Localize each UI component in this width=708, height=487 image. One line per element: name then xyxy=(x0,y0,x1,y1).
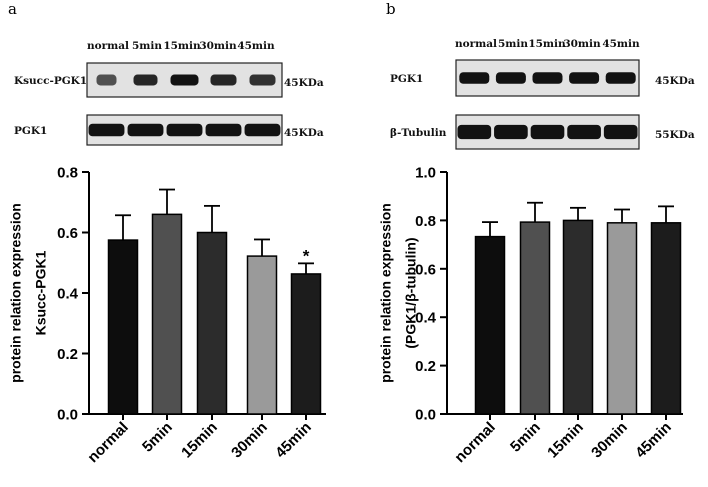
blot-band xyxy=(530,124,565,140)
blot-band xyxy=(532,72,563,84)
blot-lane-label: normal xyxy=(455,38,497,50)
y-tick-label: 0.2 xyxy=(415,358,436,375)
significance-star: * xyxy=(303,246,310,265)
blot-band xyxy=(459,72,490,84)
y-tick-label: 0.6 xyxy=(415,261,436,278)
blot-band xyxy=(127,123,164,137)
bar xyxy=(290,273,322,415)
y-axis-title-2: Ksucc-PGK1 xyxy=(33,250,49,335)
blot-lane-label: 15min xyxy=(528,38,566,50)
blot-band xyxy=(603,124,638,140)
blot-band xyxy=(88,123,125,137)
bar xyxy=(474,235,506,415)
x-tick-label: 5min xyxy=(507,419,544,456)
x-tick-label: 30min xyxy=(228,419,271,462)
x-tick-label: 45min xyxy=(632,419,675,462)
bar xyxy=(519,221,551,415)
blot-lane-label: 15min xyxy=(163,40,201,52)
blot-band xyxy=(133,74,158,86)
y-tick-label: 0.0 xyxy=(415,407,436,424)
y-tick-label: 0.0 xyxy=(57,407,78,424)
x-tick-label: 30min xyxy=(588,419,631,462)
y-tick-label: 0.8 xyxy=(415,213,436,230)
blot-band xyxy=(569,72,600,84)
blot-lane-label: 30min xyxy=(199,40,237,52)
x-tick-label: 15min xyxy=(178,419,221,462)
blot-size-label: 45KDa xyxy=(655,75,695,87)
y-axis-title-2: (PGK1/β-tubulin) xyxy=(403,237,419,348)
blot-size-label: 45KDa xyxy=(284,77,324,89)
blot-band xyxy=(605,72,636,84)
y-axis-title: protein relation expression xyxy=(8,203,24,383)
blot-band xyxy=(494,124,528,140)
blot-band xyxy=(457,124,492,140)
blot-row-label: PGK1 xyxy=(14,125,47,137)
panel-label: b xyxy=(386,0,396,18)
bar xyxy=(606,222,638,415)
blot-band xyxy=(96,74,117,86)
blot-band xyxy=(495,72,526,84)
blot-row-label: Ksucc-PGK1 xyxy=(14,75,87,87)
x-tick-label: 5min xyxy=(139,419,176,456)
bar xyxy=(151,213,183,415)
bar xyxy=(246,255,278,415)
bar xyxy=(196,231,228,415)
blot-lane-label: normal xyxy=(87,40,129,52)
blot-size-label: 55KDa xyxy=(655,129,695,141)
panel-label: a xyxy=(8,0,17,18)
x-tick-label: normal xyxy=(84,419,131,466)
blot-lane-label: 45min xyxy=(237,40,275,52)
blot-lane-label: 45min xyxy=(602,38,640,50)
y-tick-label: 0.6 xyxy=(57,225,78,242)
blot-band xyxy=(244,123,281,137)
y-tick-label: 0.2 xyxy=(57,346,78,363)
y-tick-label: 0.8 xyxy=(57,165,78,182)
blot-band xyxy=(567,124,601,140)
x-tick-label: 15min xyxy=(544,419,587,462)
bar xyxy=(650,222,682,415)
bar xyxy=(107,239,139,415)
blot-size-label: 45KDa xyxy=(284,127,324,139)
x-tick-label: 45min xyxy=(272,419,315,462)
blot-band xyxy=(166,123,203,137)
blot-lane-label: 30min xyxy=(563,38,601,50)
blot-band xyxy=(210,74,237,86)
y-tick-label: 0.4 xyxy=(57,286,79,303)
blot-row-label: β-Tubulin xyxy=(390,127,447,139)
blot-lane-label: 5min xyxy=(498,38,528,50)
bar xyxy=(562,219,594,415)
y-tick-label: 1.0 xyxy=(415,165,436,182)
blot-row-label: PGK1 xyxy=(390,73,423,85)
blot-band xyxy=(170,74,199,86)
y-tick-label: 0.4 xyxy=(415,310,437,327)
blot-band xyxy=(205,123,242,137)
x-tick-label: normal xyxy=(451,419,498,466)
y-axis-title: protein relation expression xyxy=(378,203,394,383)
blot-band xyxy=(249,74,276,86)
blot-lane-label: 5min xyxy=(132,40,162,52)
